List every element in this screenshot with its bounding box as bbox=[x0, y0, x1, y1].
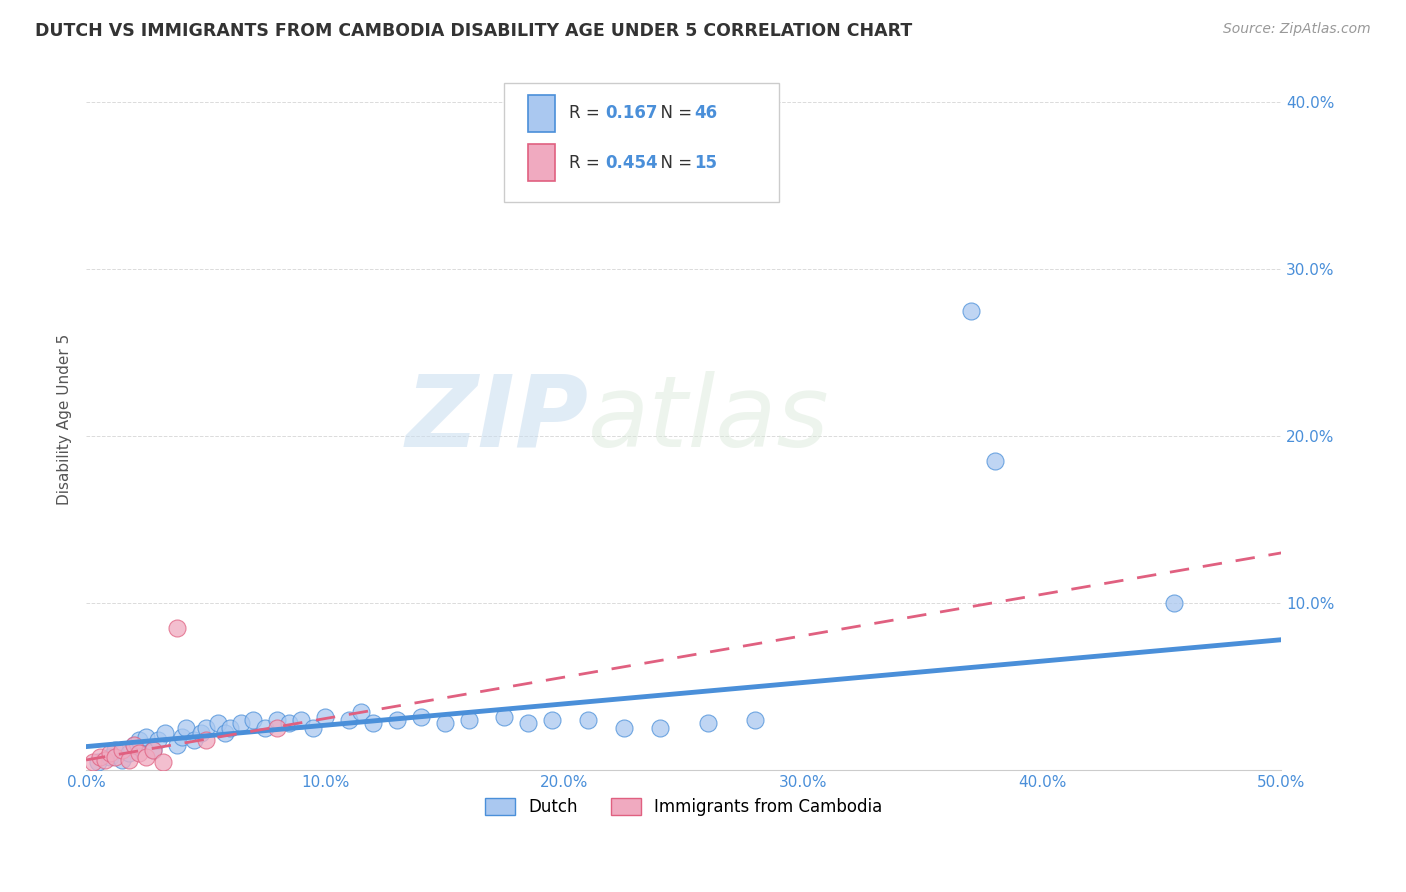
Point bbox=[166, 738, 188, 752]
Point bbox=[576, 713, 599, 727]
Point bbox=[337, 713, 360, 727]
Point bbox=[146, 733, 169, 747]
Point bbox=[278, 716, 301, 731]
Point bbox=[648, 721, 671, 735]
Point bbox=[142, 743, 165, 757]
Point bbox=[135, 730, 157, 744]
Point bbox=[433, 716, 456, 731]
Point bbox=[613, 721, 636, 735]
Point bbox=[242, 713, 264, 727]
Point bbox=[98, 749, 121, 764]
Point bbox=[457, 713, 479, 727]
Point bbox=[89, 749, 111, 764]
Point bbox=[207, 716, 229, 731]
Point bbox=[218, 721, 240, 735]
FancyBboxPatch shape bbox=[505, 83, 779, 202]
Point bbox=[231, 716, 253, 731]
Point bbox=[541, 713, 564, 727]
Point bbox=[385, 713, 408, 727]
Point bbox=[183, 733, 205, 747]
Point bbox=[266, 713, 288, 727]
Point bbox=[166, 621, 188, 635]
Point bbox=[122, 738, 145, 752]
Point bbox=[104, 749, 127, 764]
Point bbox=[350, 705, 373, 719]
Point bbox=[266, 721, 288, 735]
Point bbox=[983, 454, 1005, 468]
Point bbox=[494, 709, 516, 723]
Point bbox=[170, 730, 193, 744]
Point bbox=[361, 716, 384, 731]
Text: 15: 15 bbox=[695, 153, 717, 171]
Point bbox=[744, 713, 766, 727]
Point bbox=[214, 726, 236, 740]
Text: DUTCH VS IMMIGRANTS FROM CAMBODIA DISABILITY AGE UNDER 5 CORRELATION CHART: DUTCH VS IMMIGRANTS FROM CAMBODIA DISABI… bbox=[35, 22, 912, 40]
Point bbox=[94, 753, 117, 767]
Point bbox=[142, 743, 165, 757]
Point bbox=[135, 749, 157, 764]
Point bbox=[517, 716, 540, 731]
Text: R =: R = bbox=[569, 104, 605, 122]
Point bbox=[696, 716, 718, 731]
Text: N =: N = bbox=[650, 153, 697, 171]
Legend: Dutch, Immigrants from Cambodia: Dutch, Immigrants from Cambodia bbox=[477, 790, 891, 825]
Point bbox=[152, 755, 174, 769]
Point bbox=[118, 747, 141, 761]
Point bbox=[176, 721, 198, 735]
Point bbox=[254, 721, 277, 735]
Point bbox=[194, 733, 217, 747]
Point bbox=[118, 753, 141, 767]
Point bbox=[98, 747, 121, 761]
Point bbox=[190, 726, 212, 740]
Text: Source: ZipAtlas.com: Source: ZipAtlas.com bbox=[1223, 22, 1371, 37]
Text: atlas: atlas bbox=[588, 371, 830, 467]
Point bbox=[128, 733, 150, 747]
Text: N =: N = bbox=[650, 104, 697, 122]
FancyBboxPatch shape bbox=[529, 145, 554, 181]
Point bbox=[314, 709, 336, 723]
Point bbox=[104, 743, 127, 757]
Text: 0.167: 0.167 bbox=[605, 104, 658, 122]
Point bbox=[959, 303, 981, 318]
Point bbox=[82, 755, 104, 769]
Point bbox=[153, 726, 176, 740]
Point bbox=[409, 709, 432, 723]
FancyBboxPatch shape bbox=[529, 95, 554, 132]
Point bbox=[302, 721, 325, 735]
Point bbox=[111, 753, 134, 767]
Text: R =: R = bbox=[569, 153, 605, 171]
Point bbox=[290, 713, 312, 727]
Text: 0.454: 0.454 bbox=[605, 153, 658, 171]
Point bbox=[111, 743, 134, 757]
Point bbox=[194, 721, 217, 735]
Point bbox=[128, 747, 150, 761]
Text: ZIP: ZIP bbox=[405, 371, 588, 467]
Y-axis label: Disability Age Under 5: Disability Age Under 5 bbox=[58, 334, 72, 505]
Point bbox=[1163, 596, 1185, 610]
Point bbox=[122, 738, 145, 752]
Point bbox=[87, 755, 110, 769]
Text: 46: 46 bbox=[695, 104, 717, 122]
